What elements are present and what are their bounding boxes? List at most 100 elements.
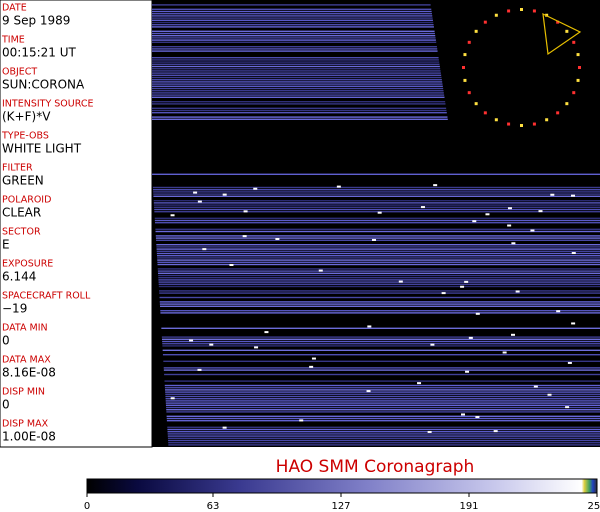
streak (161, 338, 600, 340)
speck (420, 206, 425, 209)
speck (530, 229, 535, 232)
streak (161, 327, 600, 329)
streak (152, 112, 447, 114)
limb-dot (467, 91, 471, 95)
streak (165, 404, 600, 406)
streak (152, 103, 446, 105)
streak (157, 261, 600, 263)
streak (153, 195, 600, 197)
speck (485, 213, 490, 216)
field-value: 00:15:21 UT (2, 46, 76, 60)
streak (157, 263, 600, 266)
field-value: 1.00E-08 (2, 430, 56, 444)
streak (166, 417, 600, 420)
streak (155, 237, 600, 239)
speck (336, 185, 341, 188)
speck (229, 264, 234, 267)
field-label: OBJECT (2, 67, 37, 78)
streak (152, 81, 443, 83)
speck (427, 430, 432, 433)
streak (168, 442, 600, 444)
streak (155, 235, 600, 237)
speck (170, 214, 175, 217)
speck (189, 339, 194, 342)
streak (167, 435, 600, 437)
streak (162, 354, 600, 356)
streak (152, 4, 431, 6)
streak (156, 248, 600, 250)
orientation-triangle (542, 12, 582, 56)
speck (417, 382, 422, 385)
speck (170, 397, 175, 400)
streak (152, 72, 441, 74)
streak (154, 217, 600, 219)
field-value: WHITE LIGHT (2, 142, 82, 156)
streak (152, 13, 432, 15)
field-value: SUN:CORONA (2, 78, 85, 92)
streak (166, 420, 600, 422)
speck (464, 280, 469, 283)
speck (441, 292, 446, 295)
field-label: SPACECRAFT ROLL (2, 291, 91, 302)
streak (161, 336, 600, 338)
streak (152, 59, 439, 61)
streak (167, 431, 600, 433)
coronagraph-image (152, 0, 600, 447)
streak (159, 292, 600, 294)
streak (166, 411, 600, 413)
colorbar-tick-label: 0 (84, 501, 90, 512)
streak (152, 94, 445, 96)
streak (159, 290, 600, 292)
field-label: DATA MAX (2, 355, 51, 366)
speck (371, 238, 376, 241)
streak (152, 87, 444, 90)
speck (547, 393, 552, 396)
streak (152, 83, 443, 85)
limb-dot (467, 40, 471, 44)
field-label: DISP MIN (2, 387, 45, 398)
limb-dot (463, 53, 467, 57)
streak (152, 92, 444, 94)
streak (156, 252, 600, 255)
streak (164, 387, 600, 389)
streak (157, 270, 600, 272)
streak (152, 68, 441, 70)
streak (152, 30, 435, 32)
speck (202, 248, 207, 251)
limb-dot (507, 9, 511, 13)
field-label: SECTOR (2, 227, 41, 238)
streak (152, 37, 436, 39)
speck (511, 242, 516, 245)
streak (157, 268, 600, 270)
limb-dot (507, 122, 511, 126)
field-value: 0 (2, 334, 10, 348)
speck (311, 357, 316, 360)
limb-dot (532, 122, 536, 126)
colorbar (86, 478, 598, 494)
streak (158, 281, 600, 283)
speck (193, 191, 198, 194)
streak (152, 17, 433, 19)
speck (571, 252, 576, 255)
speck (366, 390, 371, 393)
streak (160, 312, 600, 314)
speck (493, 430, 498, 433)
speck (502, 351, 507, 354)
field-label: DATE (2, 3, 27, 14)
speck (533, 385, 538, 388)
speck (565, 406, 570, 409)
speck (460, 285, 465, 288)
streak (152, 118, 448, 120)
speck (468, 336, 473, 339)
limb-dot (556, 111, 560, 115)
limb-dot (545, 118, 549, 122)
field-label: EXPOSURE (2, 259, 53, 270)
speck (475, 312, 480, 315)
speck (253, 187, 258, 190)
streak (158, 277, 600, 279)
limb-dot (565, 102, 569, 106)
field-label: POLAROID (2, 195, 51, 206)
image-title: HAO SMM Coronagraph (276, 457, 475, 477)
streak (165, 393, 600, 395)
